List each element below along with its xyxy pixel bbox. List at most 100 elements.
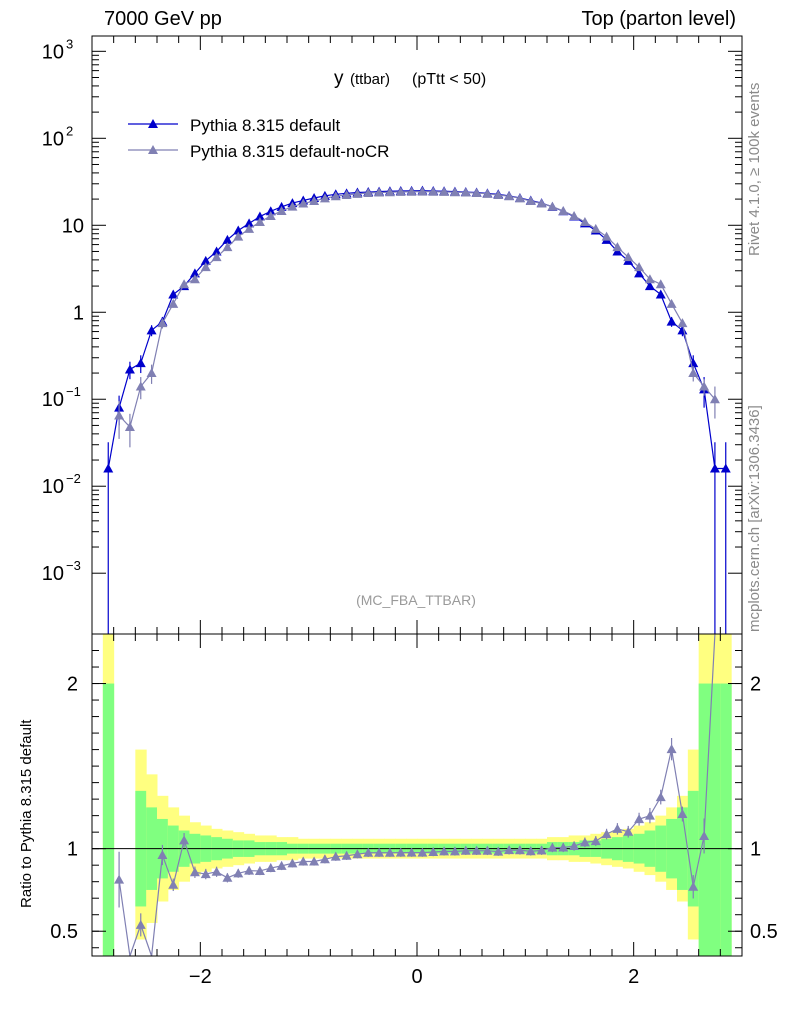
y-tick-label: 10 (42, 41, 64, 63)
y-tick-label: 10 (42, 476, 64, 498)
ratio-y-tick-label-right: 1 (750, 839, 761, 861)
data-point (363, 188, 374, 198)
ratio-point (471, 845, 482, 855)
ratio-axes: 0.5 0.5 1 1 2 2 −2 0 2 (50, 634, 778, 988)
data-point (666, 298, 677, 308)
main-series-group (103, 185, 731, 634)
data-point (287, 201, 298, 211)
data-point (233, 225, 244, 235)
legend-label: Pythia 8.315 default-noCR (190, 142, 389, 161)
y-tick-exponent: −3 (66, 558, 81, 573)
ratio-ylabel: Ratio to Pythia 8.315 default (18, 719, 35, 908)
data-point (168, 298, 179, 308)
ratio-point (644, 810, 655, 820)
y-tick-exponent: −1 (66, 384, 81, 399)
data-point (482, 188, 493, 198)
y-tick-label: 10 (42, 389, 64, 411)
ratio-point (363, 847, 374, 857)
ratio-point (384, 847, 395, 857)
plot-title: y (334, 68, 344, 89)
ratio-point (612, 823, 623, 833)
ratio-point (417, 847, 428, 857)
data-point (579, 217, 590, 227)
legend-marker (148, 145, 158, 154)
data-point (504, 191, 515, 201)
data-point (709, 463, 720, 473)
x-tick-label: 2 (628, 966, 639, 988)
ratio-y-tick-label-right: 2 (750, 674, 761, 696)
data-point (189, 268, 200, 278)
y-tick-exponent: 2 (66, 123, 73, 138)
data-point (309, 196, 320, 206)
x-tick-label: 0 (411, 966, 422, 988)
plot-titles: y (ttbar) (pTtt < 50) (MC_FBA_TTBAR) (334, 68, 486, 608)
ratio-band-green (720, 683, 732, 956)
data-point (536, 198, 547, 208)
y-tick-exponent: −2 (66, 471, 81, 486)
data-point (114, 410, 125, 420)
data-point (688, 358, 699, 368)
ratio-point (547, 842, 558, 852)
data-point (374, 187, 385, 197)
data-point (655, 289, 666, 299)
data-point (211, 252, 222, 262)
ratio-point (189, 867, 200, 877)
data-point (709, 394, 720, 404)
data-point (200, 262, 211, 272)
rivet-label: Rivet 4.1.0, ≥ 100k events (746, 82, 763, 256)
ratio-line (118, 633, 716, 957)
ratio-point (244, 865, 255, 875)
ratio-point (439, 846, 450, 856)
data-point (471, 188, 482, 198)
data-point (406, 186, 417, 196)
ratio-point (482, 845, 493, 855)
data-point (222, 242, 233, 252)
y-tick-exponent: 3 (66, 36, 73, 51)
data-point (341, 189, 352, 199)
data-point (135, 358, 146, 368)
data-point (460, 187, 471, 197)
mcplots-label: mcplots.cern.ch [arXiv:1306.3436] (746, 405, 763, 632)
data-point (146, 325, 157, 335)
data-point (103, 463, 114, 473)
ratio-point (601, 829, 612, 839)
ratio-band-green (102, 683, 115, 956)
data-point (644, 281, 655, 291)
ratio-point (114, 874, 125, 884)
data-point (655, 279, 666, 289)
data-point (395, 186, 406, 196)
ratio-point (525, 846, 536, 856)
data-point (569, 210, 580, 220)
ratio-point (536, 845, 547, 855)
data-point (612, 242, 623, 252)
header-right: Top (parton level) (581, 8, 736, 30)
data-point (525, 196, 536, 206)
ratio-point (634, 814, 645, 824)
data-point (330, 191, 341, 201)
data-point (179, 279, 190, 289)
ratio-point (493, 846, 504, 856)
ratio-point (287, 858, 298, 868)
data-point (254, 211, 265, 221)
plot-title-sub: (ttbar) (350, 71, 390, 88)
ratio-y-tick-label: 0.5 (50, 921, 78, 943)
data-point (493, 189, 504, 199)
ratio-point (504, 845, 515, 855)
ratio-series-group (114, 633, 716, 957)
ratio-y-tick-label-right: 0.5 (750, 921, 778, 943)
data-point (449, 187, 460, 197)
data-point (417, 186, 428, 196)
data-point (720, 463, 731, 473)
ratio-point (569, 841, 580, 851)
data-point (265, 210, 276, 220)
data-point (601, 231, 612, 241)
data-point (254, 217, 265, 227)
series-line-0 (107, 190, 726, 470)
ratio-point (211, 866, 222, 876)
ratio-point (590, 836, 601, 846)
data-point (634, 268, 645, 278)
ratio-point (265, 863, 276, 873)
data-point (319, 193, 330, 203)
data-point (276, 205, 287, 215)
ratio-uncertainty-bands (92, 634, 742, 956)
